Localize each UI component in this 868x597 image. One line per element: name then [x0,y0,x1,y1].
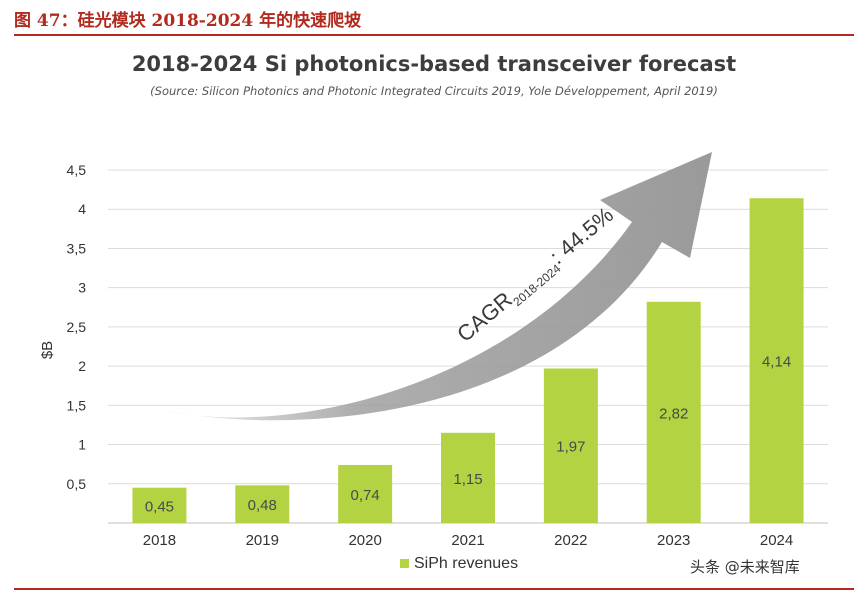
y-tick-label: 3 [78,280,86,296]
x-tick-label: 2021 [451,532,484,549]
x-tick-label: 2018 [143,532,176,549]
figure-header: 图 47：硅光模块 2018-2024 年的快速爬坡 [14,11,362,31]
x-tick-label: 2020 [348,532,381,549]
watermark: 头条 @未来智库 [690,558,800,576]
bar [646,301,701,523]
bar-value-label: 2,82 [659,405,688,422]
bar [749,198,804,524]
bar-value-label: 0,74 [351,487,380,504]
x-tick-label: 2022 [554,532,587,549]
y-axis-label: $B [39,341,56,359]
bar [543,368,598,523]
y-tick-label: 2 [78,358,86,374]
y-tick-label: 1 [78,437,86,453]
bar-value-label: 4,14 [762,354,791,371]
x-tick-label: 2019 [246,532,279,549]
y-tick-label: 1,5 [67,397,87,413]
header-divider [14,34,854,36]
cagr-arrow [160,152,712,421]
bar [441,432,495,523]
cagr-period: 2018-2024 [510,261,563,309]
y-tick-label: 4 [78,201,86,217]
legend-swatch [400,559,409,568]
y-tick-label: 2,5 [67,319,87,335]
cagr-label: CAGR [452,287,517,347]
y-tick-label: 0,5 [67,476,87,492]
y-tick-label: 3,5 [67,240,87,256]
footer-divider [14,588,854,590]
bar-value-label: 0,48 [248,497,277,514]
bar-value-label: 1,15 [453,471,482,488]
bar [338,464,393,523]
y-tick-label: 4,5 [67,162,87,178]
bar [132,487,187,523]
x-tick-label: 2023 [657,532,690,549]
bar-value-label: 1,97 [556,439,585,456]
legend-label: SiPh revenues [414,555,518,572]
chart-title: 2018-2024 Si photonics-based transceiver… [131,52,737,76]
bar-value-label: 0,45 [145,498,174,515]
x-tick-label: 2024 [760,532,793,549]
chart-subtitle: (Source: Silicon Photonics and Photonic … [150,84,718,98]
bar [235,485,290,523]
bar-layer: 0,45 0,48 0,74 1,15 1,97 2,82 4,14 [132,198,804,524]
